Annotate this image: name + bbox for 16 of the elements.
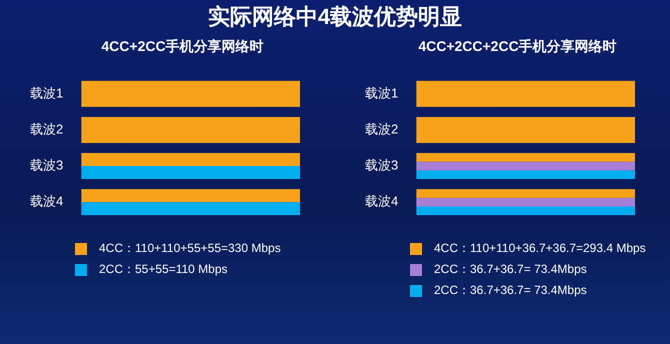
y-tick-label: 载波3 xyxy=(30,158,64,173)
chart-subtitle: 4CC+2CC手机分享网络时 xyxy=(100,37,265,56)
legend-label: 4CC：110+110+36.7+36.7=293.4 Mbps xyxy=(434,240,646,257)
chart-subtitle: 4CC+2CC+2CC手机分享网络时 xyxy=(417,37,618,56)
y-tick-label: 载波1 xyxy=(364,85,398,100)
legend-label: 2CC：36.7+36.7= 73.4Mbps xyxy=(434,282,587,299)
y-tick-label: 载波3 xyxy=(364,158,398,173)
chart-title: 实际网络中4载波优势明显 xyxy=(206,3,464,31)
y-tick-label: 载波1 xyxy=(30,85,64,100)
y-tick-label: 载波2 xyxy=(30,122,64,137)
legend-label: 2CC：55+55=110 Mbps xyxy=(99,261,228,278)
legend-label: 4CC：110+110+55+55=330 Mbps xyxy=(99,240,281,257)
y-tick-label: 载波2 xyxy=(364,122,398,137)
y-tick-label: 载波4 xyxy=(30,194,64,209)
y-tick-label: 载波4 xyxy=(364,194,398,209)
legend-label: 2CC：36.7+36.7= 73.4Mbps xyxy=(434,261,587,278)
